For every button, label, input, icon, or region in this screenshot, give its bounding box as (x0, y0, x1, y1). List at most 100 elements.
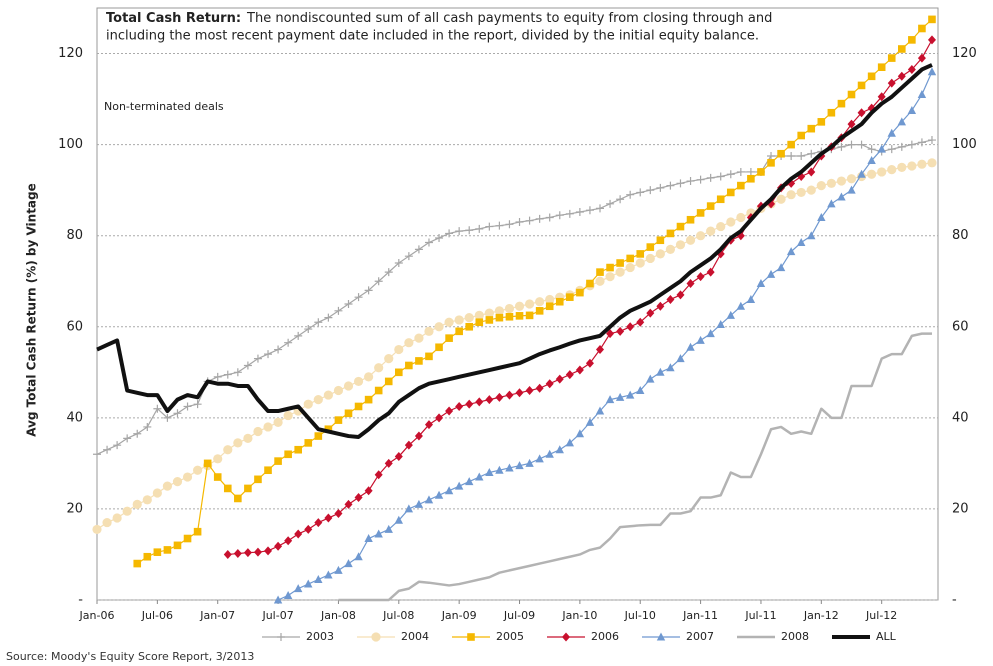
marker (364, 534, 373, 543)
marker (233, 549, 242, 559)
marker (334, 508, 343, 518)
marker (494, 306, 504, 316)
marker (867, 156, 876, 165)
marker (867, 169, 877, 179)
marker (535, 297, 545, 307)
marker (626, 190, 635, 199)
marker (495, 392, 504, 402)
marker (917, 90, 927, 99)
marker (283, 590, 293, 599)
marker (837, 142, 846, 151)
marker (575, 429, 585, 438)
marker (294, 529, 303, 539)
marker (716, 172, 725, 181)
marker (797, 131, 805, 140)
marker (424, 326, 434, 336)
marker (555, 445, 564, 454)
marker (655, 249, 665, 259)
marker (294, 445, 302, 454)
marker (344, 300, 353, 308)
marker (505, 220, 514, 229)
marker (877, 92, 886, 102)
marker (797, 152, 806, 160)
marker (555, 297, 564, 306)
marker (897, 142, 906, 151)
marker (485, 467, 494, 476)
marker (887, 165, 897, 175)
marker (525, 458, 534, 467)
marker (455, 327, 463, 336)
marker (746, 167, 755, 176)
y-axis-title: Avg Total Cash Return (%) by Vintage (25, 183, 39, 437)
marker (665, 244, 676, 254)
marker (474, 310, 484, 320)
marker (636, 317, 645, 327)
marker (304, 524, 313, 534)
marker (504, 303, 515, 314)
marker (928, 15, 936, 24)
marker (917, 53, 926, 63)
marker (887, 128, 896, 137)
marker (384, 377, 393, 386)
marker (404, 504, 414, 513)
marker (354, 293, 363, 302)
marker (445, 406, 454, 416)
marker (475, 472, 484, 481)
marker (807, 231, 816, 240)
marker (374, 529, 383, 538)
marker (324, 425, 333, 434)
marker (585, 417, 595, 426)
marker (616, 326, 625, 336)
marker (535, 454, 544, 463)
y-tick-label: 120 (58, 46, 83, 61)
marker (524, 299, 535, 309)
marker (646, 374, 655, 383)
marker (324, 513, 333, 523)
legend-label: 2006 (591, 630, 619, 643)
marker (877, 144, 886, 153)
marker (264, 350, 273, 359)
marker (424, 495, 434, 504)
legend-label: 2005 (496, 630, 524, 643)
marker (133, 559, 142, 568)
marker (857, 108, 866, 118)
marker (274, 541, 283, 551)
marker (425, 352, 433, 361)
series-line (96, 63, 933, 439)
marker (324, 313, 333, 322)
marker (917, 159, 927, 169)
marker (314, 518, 323, 528)
marker (787, 152, 796, 160)
marker (676, 222, 685, 231)
marker (277, 633, 285, 641)
marker (213, 473, 222, 481)
marker (243, 548, 252, 558)
marker (535, 214, 544, 223)
marker (415, 357, 423, 365)
marker (495, 221, 504, 230)
marker (435, 233, 444, 242)
marker (898, 45, 906, 53)
marker (465, 399, 474, 409)
x-tick-label: Jan-06 (79, 609, 115, 622)
marker (586, 279, 594, 288)
marker (334, 416, 343, 424)
marker (344, 409, 353, 418)
marker (343, 381, 354, 391)
marker (102, 517, 112, 528)
marker (927, 67, 937, 76)
y-tick-label: 40 (66, 410, 83, 425)
marker (887, 78, 896, 88)
marker (434, 490, 444, 499)
source: Source: Moody's Equity Score Report, 3/2… (6, 650, 254, 663)
y-tick-label: 100 (58, 137, 83, 152)
marker (395, 368, 403, 377)
marker (92, 524, 102, 535)
marker (183, 534, 192, 543)
marker (172, 477, 183, 487)
marker (303, 399, 313, 409)
y2-tick-label: 20 (952, 501, 969, 516)
marker (596, 345, 604, 355)
marker (596, 204, 604, 213)
